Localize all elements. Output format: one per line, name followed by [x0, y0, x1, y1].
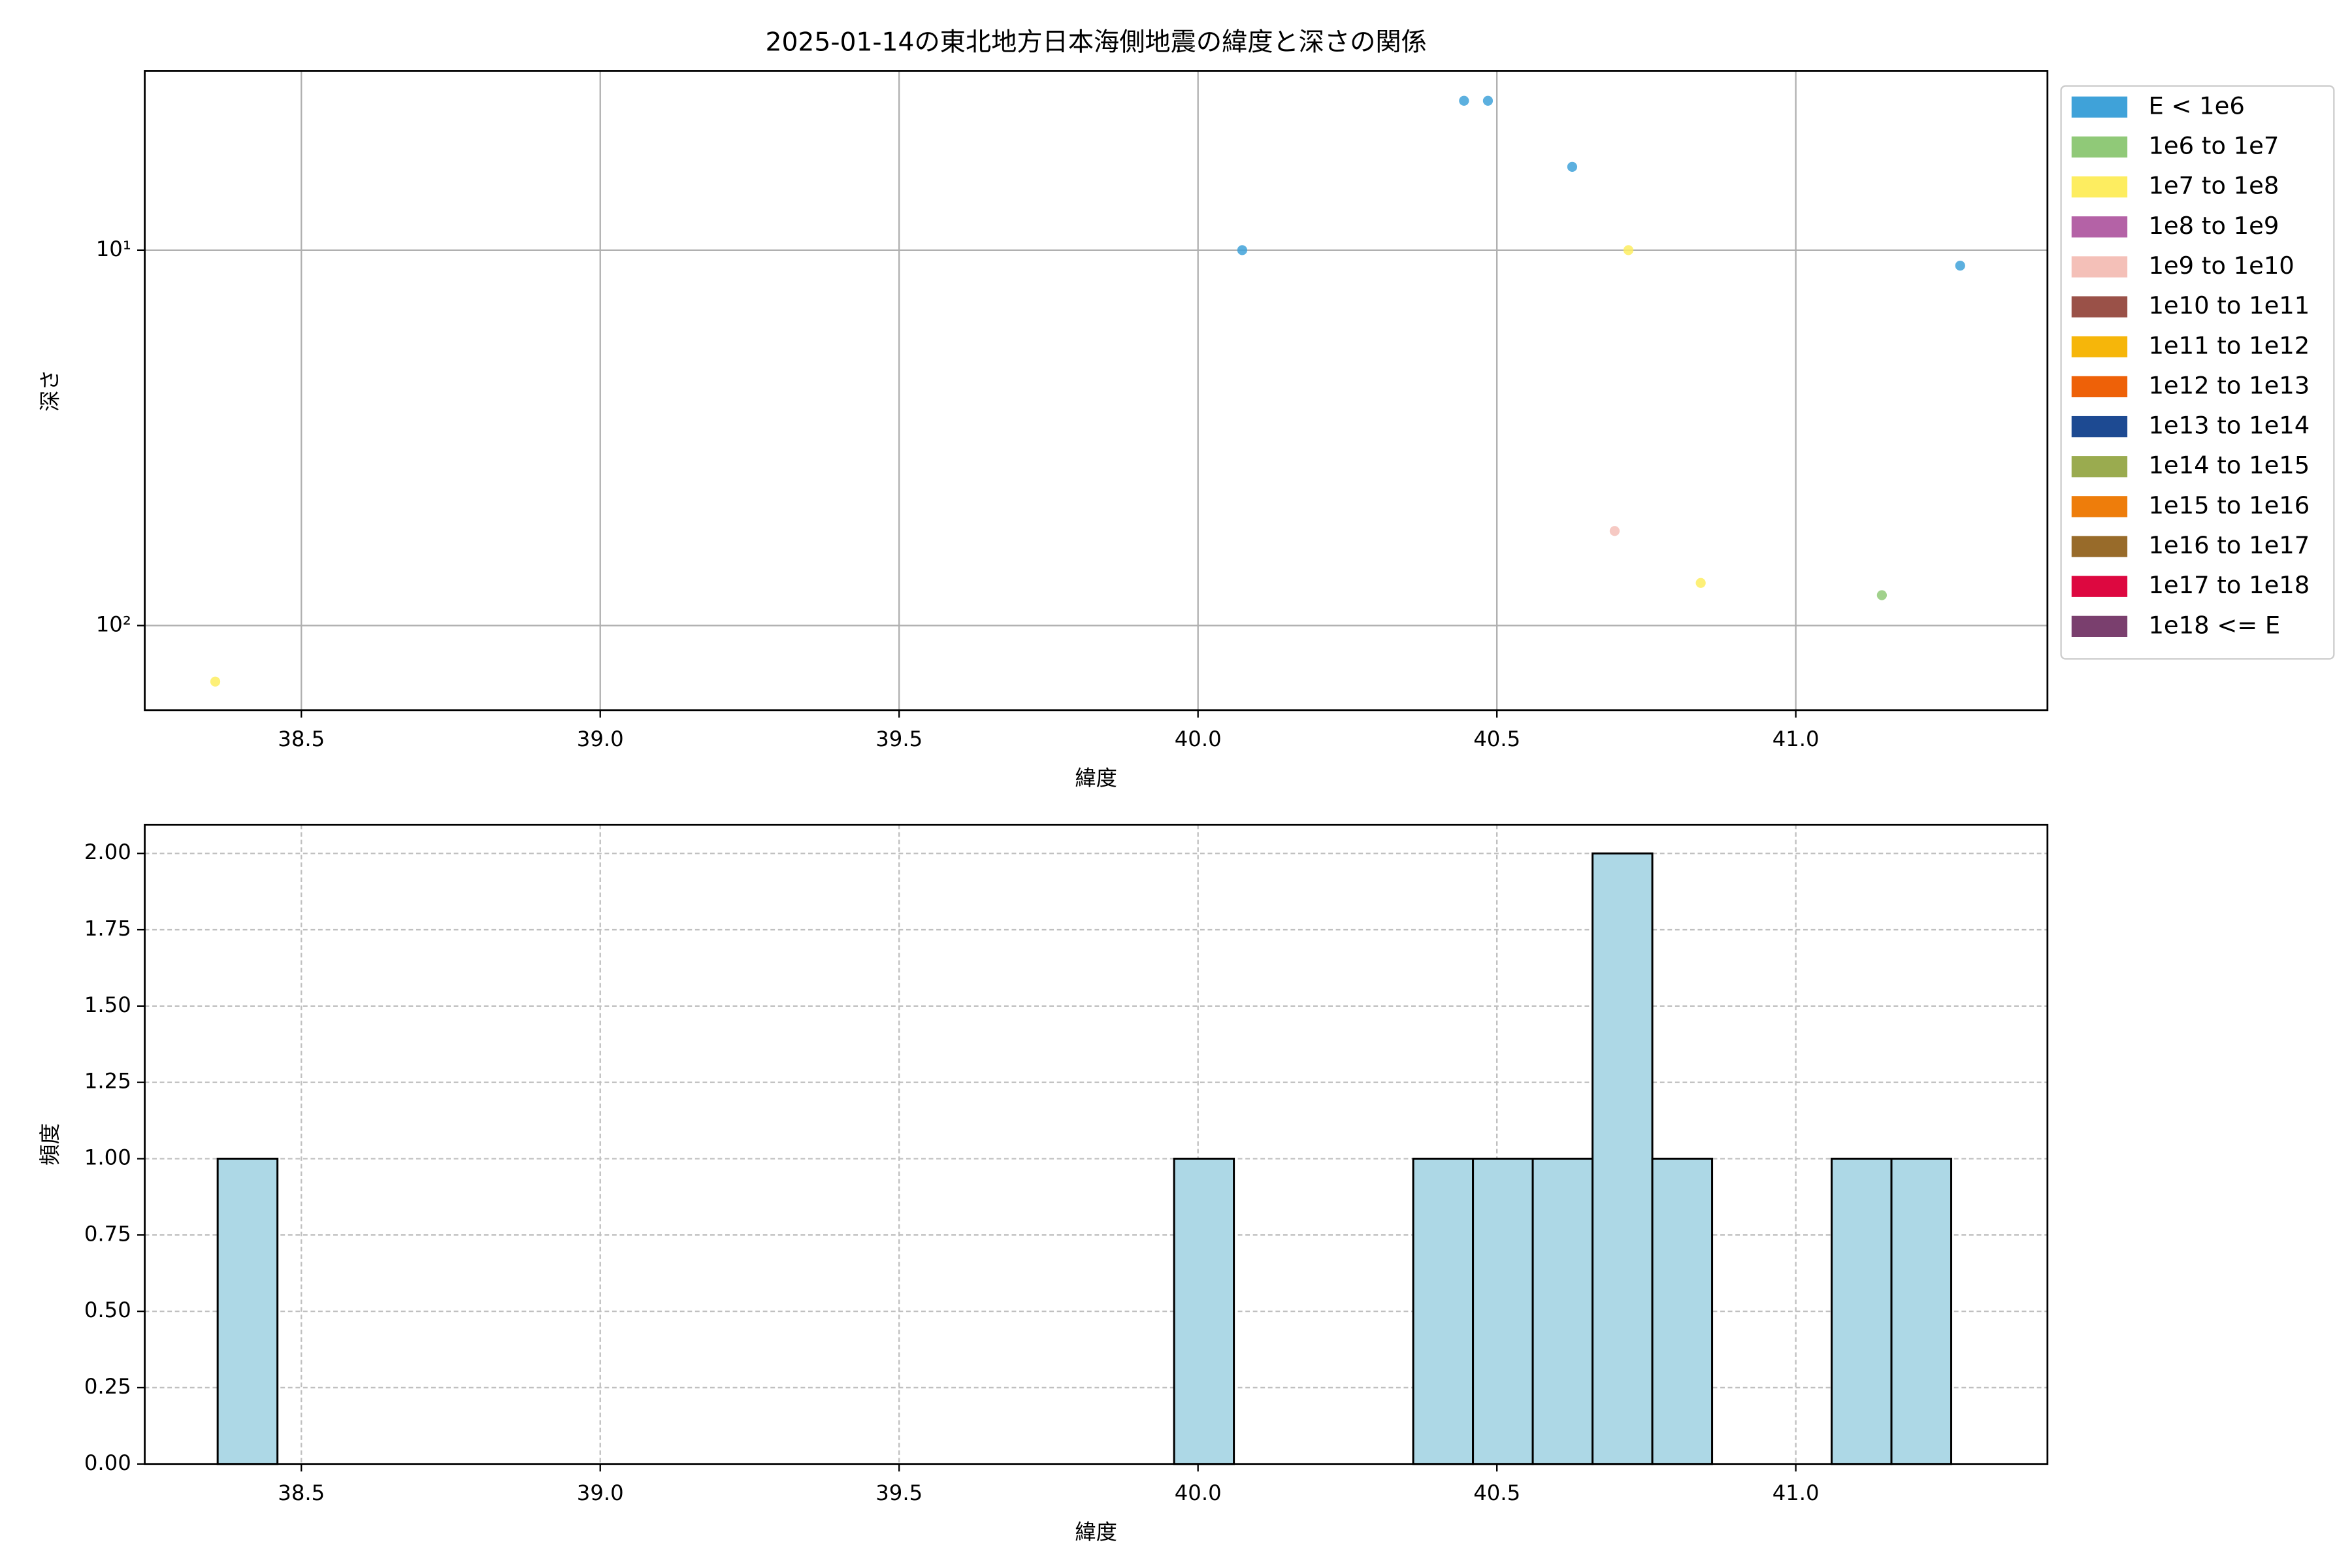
legend-swatch: [2071, 216, 2128, 238]
histogram-bar: [1173, 1158, 1235, 1465]
legend-label: 1e13 to 1e14: [2148, 412, 2310, 440]
legend-label: 1e17 to 1e18: [2148, 571, 2310, 599]
legend-label: 1e8 to 1e9: [2148, 212, 2279, 240]
chart-title: 2025-01-14の東北地方日本海側地震の緯度と深さの関係: [766, 27, 1427, 57]
x-tick-label: 41.0: [1772, 1480, 1820, 1505]
legend-swatch: [2071, 136, 2128, 158]
legend-label: 1e7 to 1e8: [2148, 172, 2279, 200]
legend-swatch: [2071, 456, 2128, 478]
legend-label: 1e16 to 1e17: [2148, 531, 2310, 559]
y-tick-label: 1.00: [84, 1145, 131, 1170]
y-tick-label: 10²: [96, 612, 131, 636]
legend-label: E < 1e6: [2148, 91, 2244, 120]
scatter-point: [1695, 578, 1706, 588]
y-tick-label: 0.00: [84, 1450, 131, 1475]
legend-label: 1e11 to 1e12: [2148, 331, 2310, 359]
legend-swatch: [2071, 96, 2128, 118]
x-tick-label: 40.5: [1473, 1480, 1520, 1505]
histogram-bar: [1831, 1158, 1893, 1465]
y-tick-label: 1.25: [84, 1069, 131, 1094]
histogram-bar: [1651, 1158, 1714, 1465]
y-tick-label: 0.25: [84, 1374, 131, 1399]
y-tick-label: 1.75: [84, 916, 131, 941]
legend-swatch: [2071, 336, 2128, 357]
scatter-point: [210, 676, 221, 687]
legend-swatch: [2071, 176, 2128, 198]
y-tick-label: 1.50: [84, 992, 131, 1017]
legend-label: 1e14 to 1e15: [2148, 451, 2310, 480]
x-tick-label: 39.5: [875, 1480, 923, 1505]
scatter-point: [1623, 245, 1634, 255]
legend-label: 1e18 <= E: [2148, 611, 2280, 639]
y-axis-label: 頻度: [37, 1123, 62, 1166]
x-tick-label: 38.5: [278, 727, 325, 751]
legend-swatch: [2071, 416, 2128, 438]
x-tick-label: 39.5: [875, 727, 923, 751]
legend-label: 1e10 to 1e11: [2148, 291, 2310, 319]
legend-swatch: [2071, 576, 2128, 597]
y-tick-label: 2.00: [84, 840, 131, 864]
y-axis-label: 深さ: [37, 369, 62, 412]
scatter-point: [1876, 590, 1887, 600]
legend-swatch: [2071, 536, 2128, 557]
legend-swatch: [2071, 615, 2128, 637]
scatter-point: [1482, 95, 1494, 106]
x-tick-label: 41.0: [1772, 727, 1820, 751]
x-axis-label: 緯度: [1075, 766, 1117, 791]
legend-label: 1e9 to 1e10: [2148, 252, 2294, 280]
plot-frame: [144, 70, 2049, 711]
histogram-bar: [1412, 1158, 1475, 1465]
scatter-point: [1567, 161, 1578, 172]
legend-swatch: [2071, 376, 2128, 398]
legend-label: 1e15 to 1e16: [2148, 491, 2310, 519]
y-tick-label: 0.50: [84, 1298, 131, 1322]
y-tick-label: 0.75: [84, 1221, 131, 1246]
histogram-bar: [1531, 1158, 1594, 1465]
x-tick-label: 40.0: [1175, 1480, 1222, 1505]
scatter-point: [1237, 245, 1248, 255]
x-tick-label: 40.0: [1175, 727, 1222, 751]
scatter-point: [1955, 261, 1965, 271]
x-axis-label: 緯度: [1075, 1520, 1117, 1544]
scatter-point: [1609, 526, 1620, 536]
x-tick-label: 38.5: [278, 1480, 325, 1505]
legend-label: 1e6 to 1e7: [2148, 132, 2279, 160]
histogram-bar: [1472, 1158, 1534, 1465]
y-tick-label: 10¹: [96, 237, 131, 261]
legend-swatch: [2071, 296, 2128, 318]
plot-frame: [144, 823, 2049, 1465]
legend-swatch: [2071, 496, 2128, 517]
legend-label: 1e12 to 1e13: [2148, 371, 2310, 399]
x-tick-label: 39.0: [577, 1480, 624, 1505]
x-tick-label: 40.5: [1473, 727, 1520, 751]
scatter-point: [1459, 95, 1469, 106]
legend-swatch: [2071, 256, 2128, 278]
histogram-bar: [1890, 1158, 1953, 1465]
histogram-bar: [216, 1158, 279, 1465]
x-tick-label: 39.0: [577, 727, 624, 751]
legend-box: [2060, 85, 2335, 660]
histogram-bar: [1592, 852, 1654, 1465]
